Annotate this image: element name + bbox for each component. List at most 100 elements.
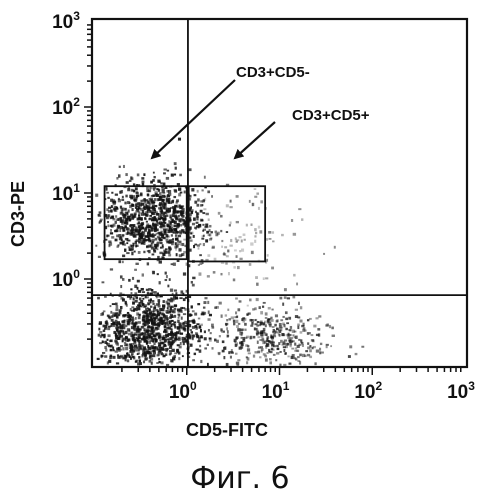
event-dot	[115, 229, 118, 232]
event-dot	[147, 296, 149, 298]
event-dot	[105, 325, 107, 328]
event-dot	[156, 248, 158, 250]
event-dot	[163, 228, 166, 230]
event-dot	[299, 361, 301, 364]
event-dot	[130, 244, 132, 247]
event-dot	[195, 227, 197, 230]
event-dot	[178, 352, 180, 355]
event-dot	[218, 212, 221, 215]
event-dot	[120, 306, 123, 309]
event-dot	[225, 262, 227, 264]
event-dot	[180, 342, 182, 345]
event-dot	[254, 235, 256, 237]
event-dot	[167, 230, 170, 233]
event-dot	[158, 198, 161, 201]
event-dot	[159, 339, 161, 341]
event-dot	[155, 309, 158, 311]
event-dot	[150, 358, 153, 361]
event-dot	[105, 349, 107, 352]
event-dot	[203, 301, 206, 304]
event-dot	[211, 247, 214, 249]
event-dot	[147, 307, 149, 309]
event-dot	[273, 354, 276, 356]
event-dot	[200, 335, 202, 338]
event-dot	[137, 326, 139, 328]
event-dot	[140, 200, 142, 202]
event-dot	[216, 306, 219, 309]
event-dot	[139, 298, 142, 301]
event-dot	[121, 208, 124, 210]
arrow-cd3pos-cd5neg	[152, 80, 235, 158]
event-dot	[300, 306, 302, 309]
event-dot	[200, 360, 202, 363]
event-dot	[165, 279, 168, 281]
event-dot	[137, 280, 140, 283]
event-dot	[207, 363, 209, 366]
event-dot	[143, 306, 146, 308]
event-dot	[138, 337, 141, 339]
event-dot	[174, 230, 177, 232]
event-dot	[201, 313, 204, 315]
event-dot	[145, 331, 148, 334]
event-dot	[178, 337, 181, 339]
event-dot	[142, 315, 145, 318]
event-dot	[201, 189, 203, 191]
event-dot	[286, 328, 288, 330]
event-dot	[207, 275, 210, 277]
event-dot	[160, 216, 162, 219]
event-dot	[119, 336, 121, 339]
event-dot	[223, 331, 225, 333]
event-dot	[210, 237, 212, 239]
event-dot	[298, 208, 301, 210]
event-dot	[307, 342, 309, 345]
event-dot	[208, 310, 210, 313]
event-dot	[330, 345, 332, 347]
event-dot	[135, 263, 138, 265]
event-dot	[160, 207, 162, 210]
arrow-cd3pos-cd5pos	[235, 122, 275, 158]
event-dot	[132, 301, 135, 304]
event-dot	[112, 303, 115, 305]
event-dot	[130, 357, 132, 360]
event-dot	[122, 234, 124, 237]
event-dot	[192, 359, 195, 361]
event-dot	[147, 262, 149, 265]
event-dot	[269, 324, 272, 327]
event-dot	[268, 320, 271, 322]
event-dot	[268, 340, 271, 342]
event-dot	[261, 350, 263, 352]
event-dot	[135, 322, 137, 325]
event-dot	[207, 190, 210, 193]
event-dot	[209, 314, 212, 316]
event-dot	[180, 224, 182, 227]
event-dot	[107, 315, 110, 317]
event-dot	[153, 352, 156, 354]
event-dot	[179, 241, 182, 243]
event-dot	[115, 221, 117, 224]
event-dot	[131, 352, 134, 355]
event-dot	[191, 211, 193, 214]
event-dot	[226, 327, 228, 330]
event-dot	[316, 349, 319, 352]
event-dot	[129, 249, 132, 251]
event-dot	[143, 251, 145, 253]
event-dot	[111, 236, 114, 238]
event-dot	[288, 363, 291, 365]
event-dot	[135, 337, 137, 339]
event-dot	[255, 319, 257, 321]
event-dot	[174, 221, 177, 224]
event-dot	[282, 334, 285, 336]
event-dot	[175, 167, 177, 170]
event-dot	[244, 239, 246, 241]
event-dot	[158, 216, 160, 218]
y-axis-label: CD3-PE	[8, 181, 28, 247]
event-dot	[285, 318, 288, 321]
event-dot	[172, 214, 175, 217]
event-dot	[294, 357, 297, 359]
event-dot	[175, 248, 177, 250]
event-dot	[151, 289, 153, 291]
event-dot	[160, 182, 163, 184]
event-dot	[106, 235, 108, 238]
event-dot	[134, 347, 136, 349]
event-dot	[271, 309, 273, 311]
